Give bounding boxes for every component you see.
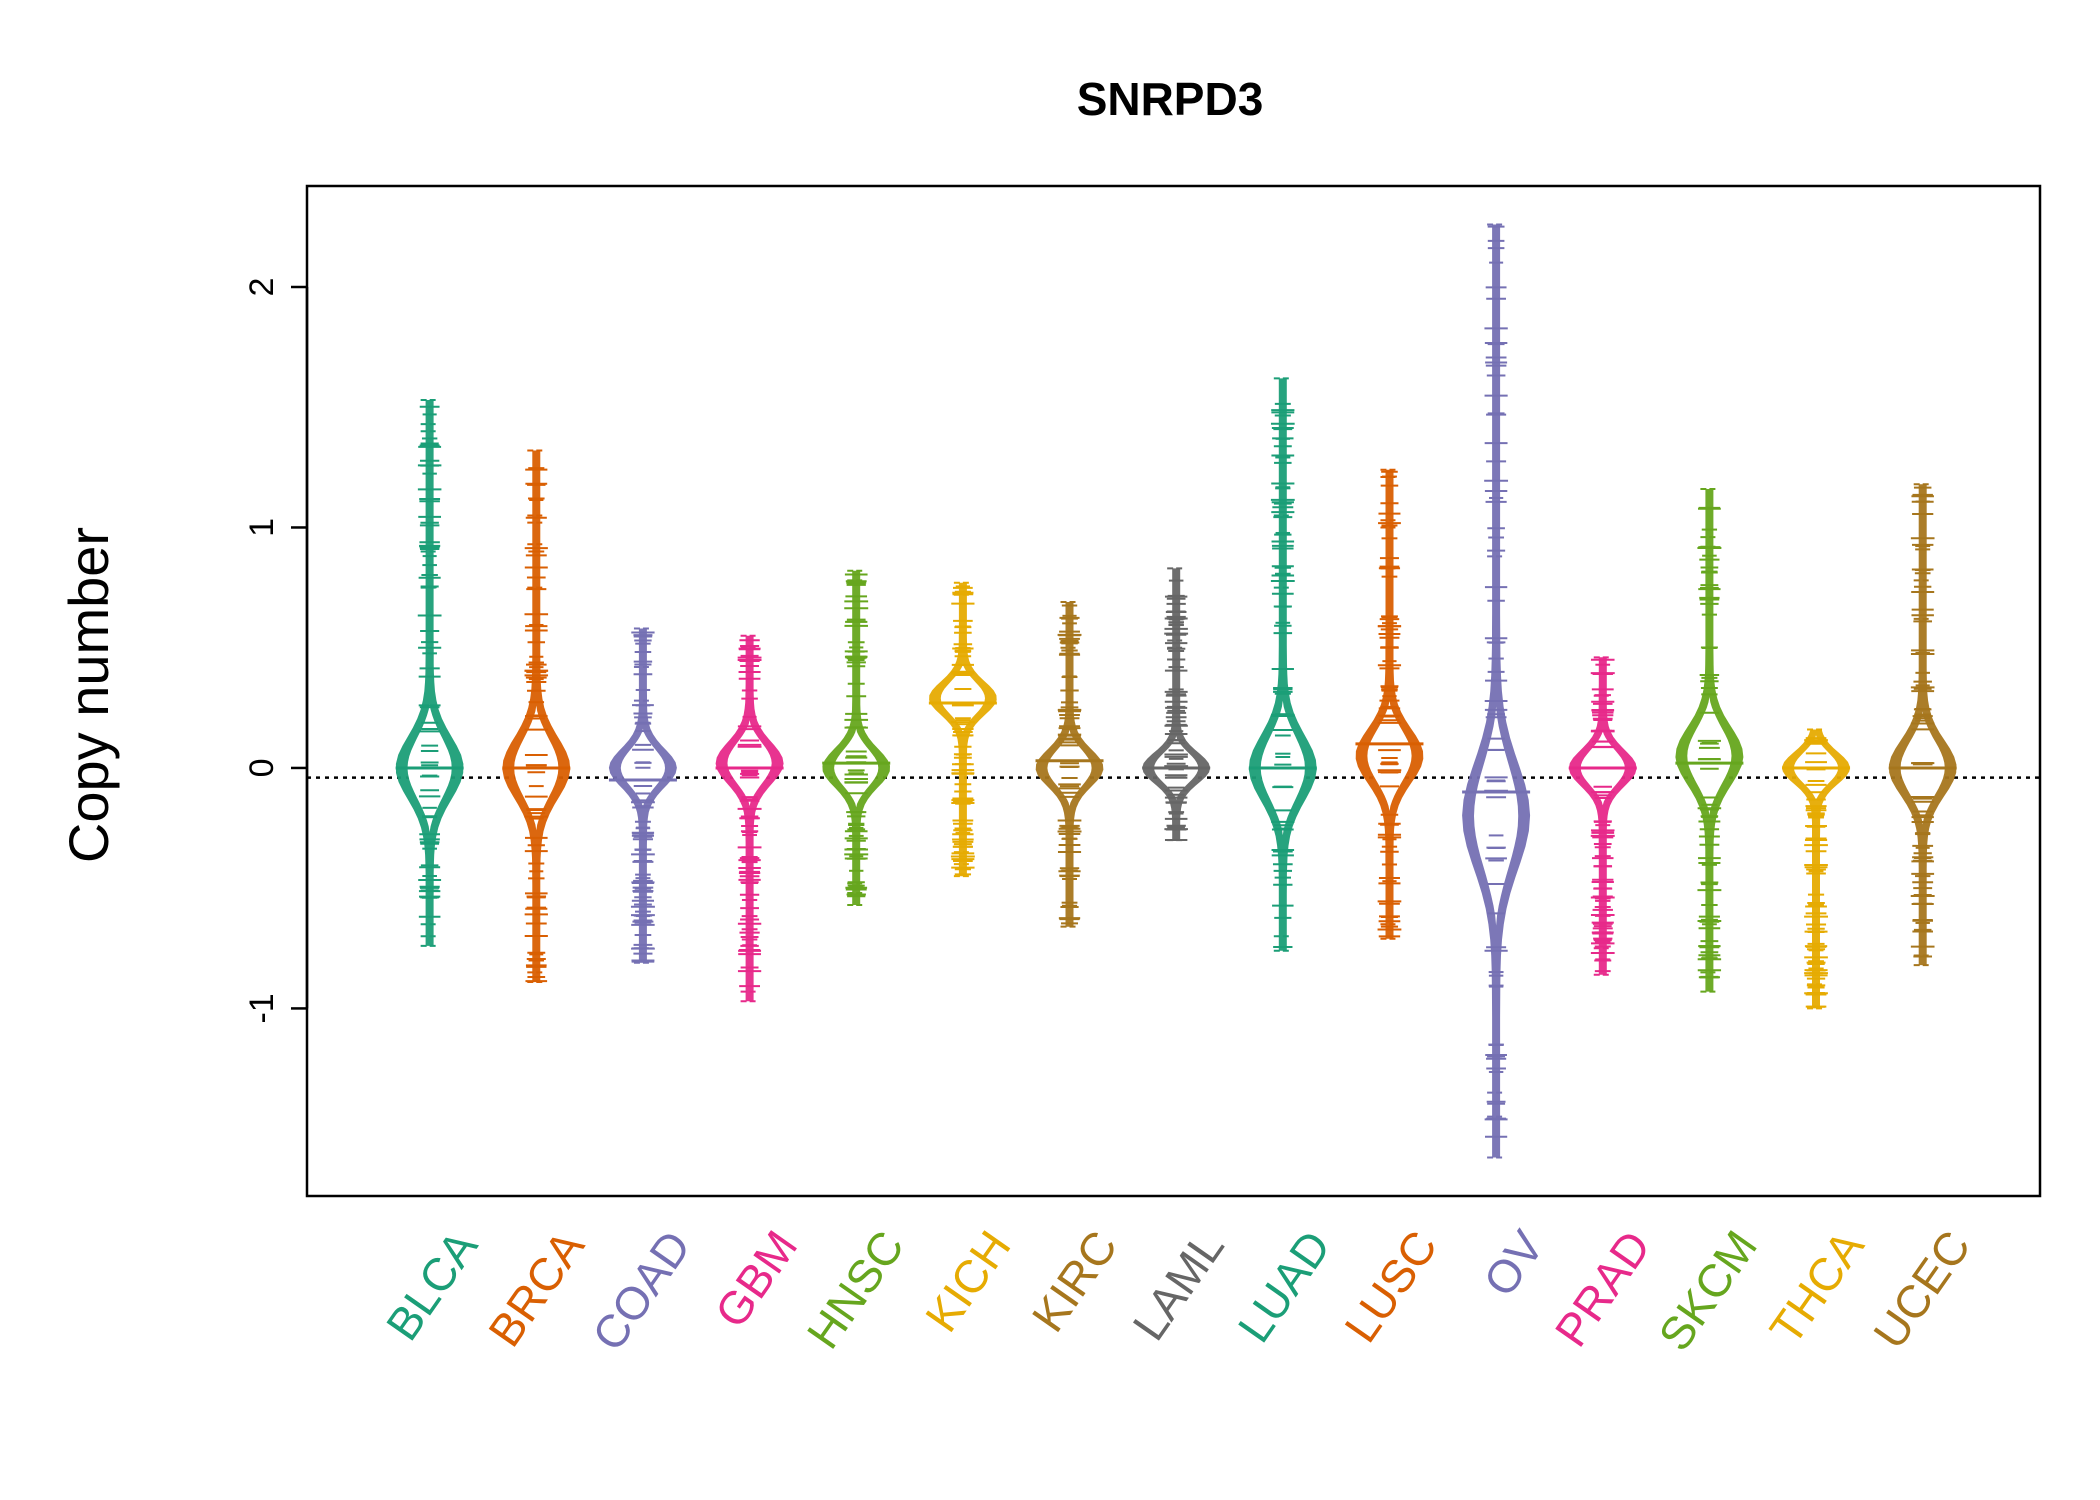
x-tick-label-ucec: UCEC — [1863, 1221, 1980, 1358]
bean-lusc — [1355, 468, 1424, 940]
bean-gbm — [715, 634, 784, 1003]
bean-core — [1047, 716, 1092, 820]
bean-ov — [1462, 223, 1531, 1159]
y-tick-label: 0 — [243, 758, 281, 777]
y-tick-label: 2 — [243, 278, 281, 297]
bean-density — [1568, 657, 1637, 975]
x-tick-label-luad: LUAD — [1228, 1221, 1341, 1351]
bean-blca — [395, 399, 464, 947]
x-tick-label-gbm: GBM — [705, 1221, 808, 1337]
x-tick-label-skcm: SKCM — [1648, 1221, 1767, 1360]
y-tick-label: 1 — [243, 518, 281, 537]
bean-density — [395, 400, 464, 946]
bean-coad — [608, 627, 677, 964]
bean-groups — [395, 223, 1957, 1159]
x-tick-label-coad: COAD — [582, 1221, 701, 1360]
bean-core — [727, 704, 772, 822]
bean-thca — [1782, 723, 1851, 1010]
x-tick-label-kirc: KIRC — [1022, 1221, 1128, 1341]
bean-core — [1367, 680, 1412, 831]
bean-core — [940, 651, 985, 746]
bean-ucec — [1888, 483, 1957, 967]
bean-kirc — [1035, 601, 1104, 928]
x-tick-label-ov: OV — [1473, 1221, 1554, 1306]
x-tick-label-blca: BLCA — [376, 1221, 488, 1350]
y-tick-label: -1 — [243, 993, 281, 1023]
x-tick-label-prad: PRAD — [1545, 1221, 1661, 1356]
x-tick-label-thca: THCA — [1759, 1221, 1874, 1354]
bean-core — [834, 714, 879, 822]
bean-core — [1687, 675, 1732, 837]
bean-brca — [502, 449, 571, 983]
x-tick-label-kich: KICH — [915, 1221, 1021, 1341]
x-tick-label-laml: LAML — [1122, 1221, 1234, 1349]
y-axis-label: Copy number — [57, 527, 120, 863]
x-tick-label-brca: BRCA — [478, 1221, 594, 1356]
bean-density — [1462, 224, 1531, 1158]
y-axis: -1 0 1 2 — [243, 278, 309, 1024]
bean-hnsc — [822, 569, 891, 907]
bean-prad — [1568, 656, 1637, 976]
bean-skcm — [1675, 488, 1744, 993]
bean-laml — [1142, 567, 1211, 842]
x-tick-label-hnsc: HNSC — [797, 1221, 914, 1358]
bean-core — [1474, 666, 1519, 966]
bean-luad — [1248, 377, 1317, 952]
bean-density — [1248, 378, 1317, 951]
chart-title: SNRPD3 — [1077, 73, 1264, 125]
x-tick-label-lusc: LUSC — [1334, 1221, 1447, 1351]
bean-kich — [928, 581, 997, 878]
